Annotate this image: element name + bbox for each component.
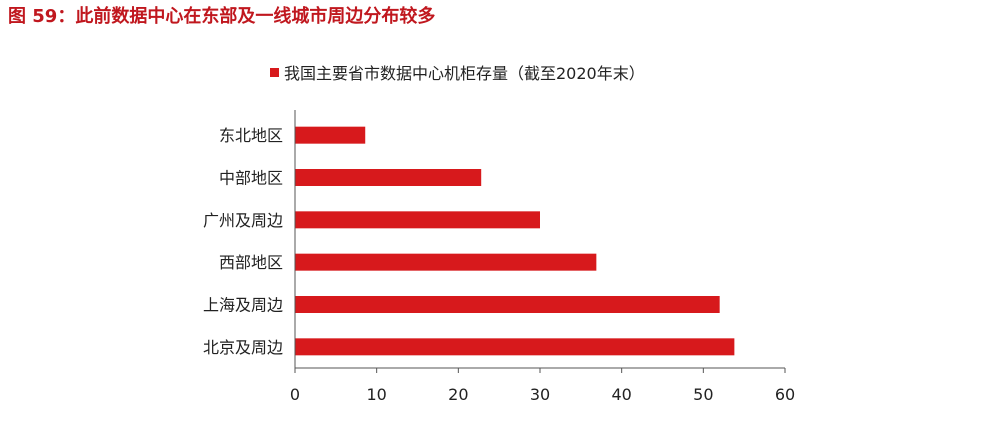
x-tick-label: 10 bbox=[366, 385, 386, 404]
category-label: 东北地区 bbox=[219, 126, 283, 145]
bar-3 bbox=[295, 211, 540, 229]
legend: 我国主要省市数据中心机柜存量（截至2020年末） bbox=[270, 60, 645, 84]
figure-title: 图 59：此前数据中心在东部及一线城市周边分布较多 bbox=[8, 6, 436, 27]
x-tick-label: 60 bbox=[775, 385, 795, 404]
category-label: 广州及周边 bbox=[203, 211, 283, 230]
x-tick-label: 40 bbox=[611, 385, 631, 404]
bar-6 bbox=[295, 338, 735, 356]
bar-4 bbox=[295, 253, 597, 271]
category-label: 中部地区 bbox=[219, 169, 283, 188]
bar-2 bbox=[295, 169, 482, 186]
bar-5 bbox=[295, 296, 720, 313]
category-label: 西部地区 bbox=[219, 253, 283, 272]
legend-label: 我国主要省市数据中心机柜存量（截至2020年末） bbox=[284, 64, 645, 83]
x-tick-label: 0 bbox=[290, 385, 300, 404]
category-label: 上海及周边 bbox=[203, 296, 283, 315]
x-tick-label: 50 bbox=[693, 385, 713, 404]
legend-swatch bbox=[270, 67, 279, 77]
x-tick-label: 20 bbox=[448, 385, 468, 404]
category-label: 北京及周边 bbox=[203, 338, 283, 357]
bar-1 bbox=[295, 126, 366, 144]
x-tick-label: 30 bbox=[530, 385, 550, 404]
